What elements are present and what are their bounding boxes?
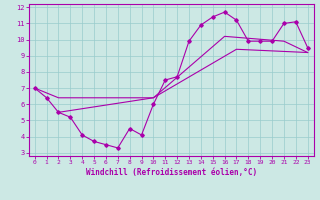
X-axis label: Windchill (Refroidissement éolien,°C): Windchill (Refroidissement éolien,°C) (86, 168, 257, 177)
